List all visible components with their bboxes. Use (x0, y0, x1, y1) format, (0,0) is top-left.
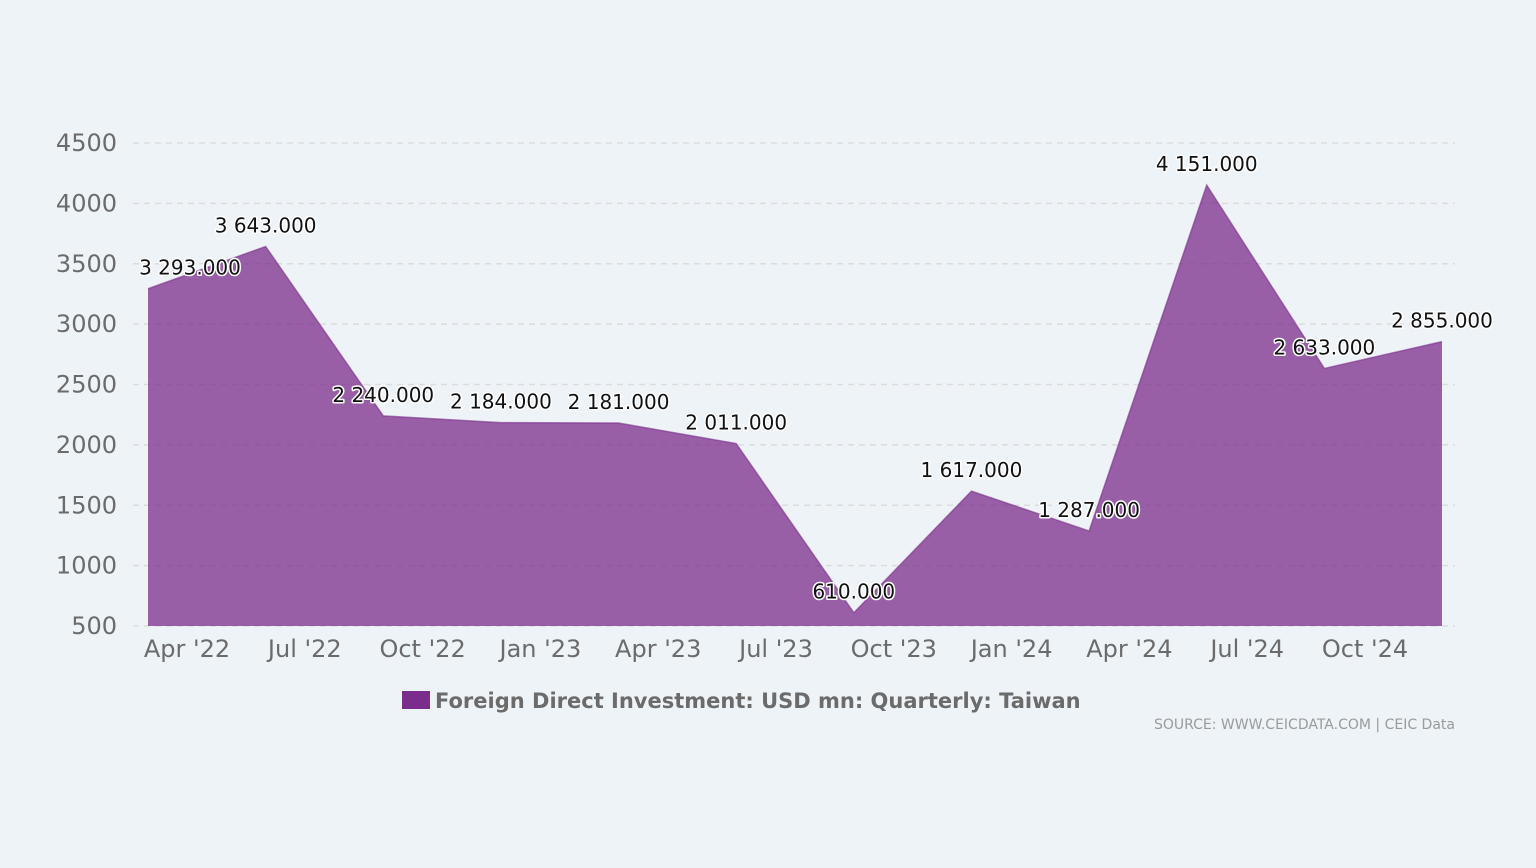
legend-label[interactable]: Foreign Direct Investment: USD mn: Quart… (435, 689, 1081, 713)
data-label: 2 011.000 (685, 411, 787, 435)
source-credit: SOURCE: WWW.CEICDATA.COM | CEIC Data (1154, 717, 1455, 733)
legend-swatch[interactable] (402, 691, 430, 709)
data-point[interactable] (380, 413, 386, 419)
legend[interactable]: Foreign Direct Investment: USD mn: Quart… (402, 689, 1081, 713)
data-label: 4 151.000 (1156, 152, 1258, 176)
data-label: 2 633.000 (1273, 335, 1375, 359)
data-label: 610.000 (812, 580, 895, 604)
y-tick-label: 4000 (56, 189, 117, 217)
data-label: 1 287.000 (1038, 498, 1140, 522)
data-point[interactable] (1204, 182, 1210, 188)
x-tick-label: Jul '24 (1208, 635, 1284, 663)
series-area[interactable] (148, 185, 1442, 626)
data-point[interactable] (616, 420, 622, 426)
y-tick-label: 1500 (56, 491, 117, 519)
data-point[interactable] (1086, 528, 1092, 534)
series-line (147, 183, 1443, 614)
x-tick-label: Oct '22 (379, 635, 465, 663)
series-area-group (145, 182, 1445, 626)
y-tick-label: 3000 (56, 310, 117, 338)
data-point[interactable] (1321, 365, 1327, 371)
data-point[interactable] (851, 610, 857, 616)
y-tick-label: 2000 (56, 431, 117, 459)
x-tick-label: Jan '23 (498, 635, 582, 663)
data-label: 2 240.000 (332, 383, 434, 407)
data-point[interactable] (1439, 339, 1445, 345)
x-tick-label: Jan '24 (969, 635, 1053, 663)
data-label: 3 293.000 (139, 256, 241, 280)
data-label: 2 184.000 (450, 390, 552, 414)
x-tick-label: Jul '23 (737, 635, 813, 663)
y-tick-label: 1000 (56, 552, 117, 580)
data-labels: 3 293.000 3 643.000 2 240.000 2 184.000 2 18… (138, 151, 1495, 606)
x-tick-label: Oct '23 (851, 635, 937, 663)
data-point[interactable] (498, 420, 504, 426)
data-label: 2 181.000 (568, 390, 670, 414)
data-label: 1 617.000 (921, 458, 1023, 482)
x-axis: Apr '22 Jul '22 Oct '22 Jan '23 Apr '23 Jul '… (144, 635, 1408, 663)
y-tick-label: 4500 (56, 129, 117, 157)
y-axis: 4500 4000 3500 3000 2500 2000 1500 1000 500 (56, 129, 117, 640)
x-tick-label: Jul '22 (266, 635, 342, 663)
y-tick-label: 3500 (56, 250, 117, 278)
x-tick-label: Apr '22 (144, 635, 230, 663)
data-label: 3 643.000 (215, 213, 317, 237)
data-point[interactable] (145, 286, 151, 292)
data-point[interactable] (968, 488, 974, 494)
x-tick-label: Oct '24 (1322, 635, 1408, 663)
x-tick-label: Apr '23 (615, 635, 701, 663)
data-point[interactable] (733, 441, 739, 447)
data-point[interactable] (263, 243, 269, 249)
y-tick-label: 2500 (56, 371, 117, 399)
x-tick-label: Apr '24 (1086, 635, 1172, 663)
data-label: 2 855.000 (1391, 309, 1493, 333)
y-tick-label: 500 (71, 612, 117, 640)
